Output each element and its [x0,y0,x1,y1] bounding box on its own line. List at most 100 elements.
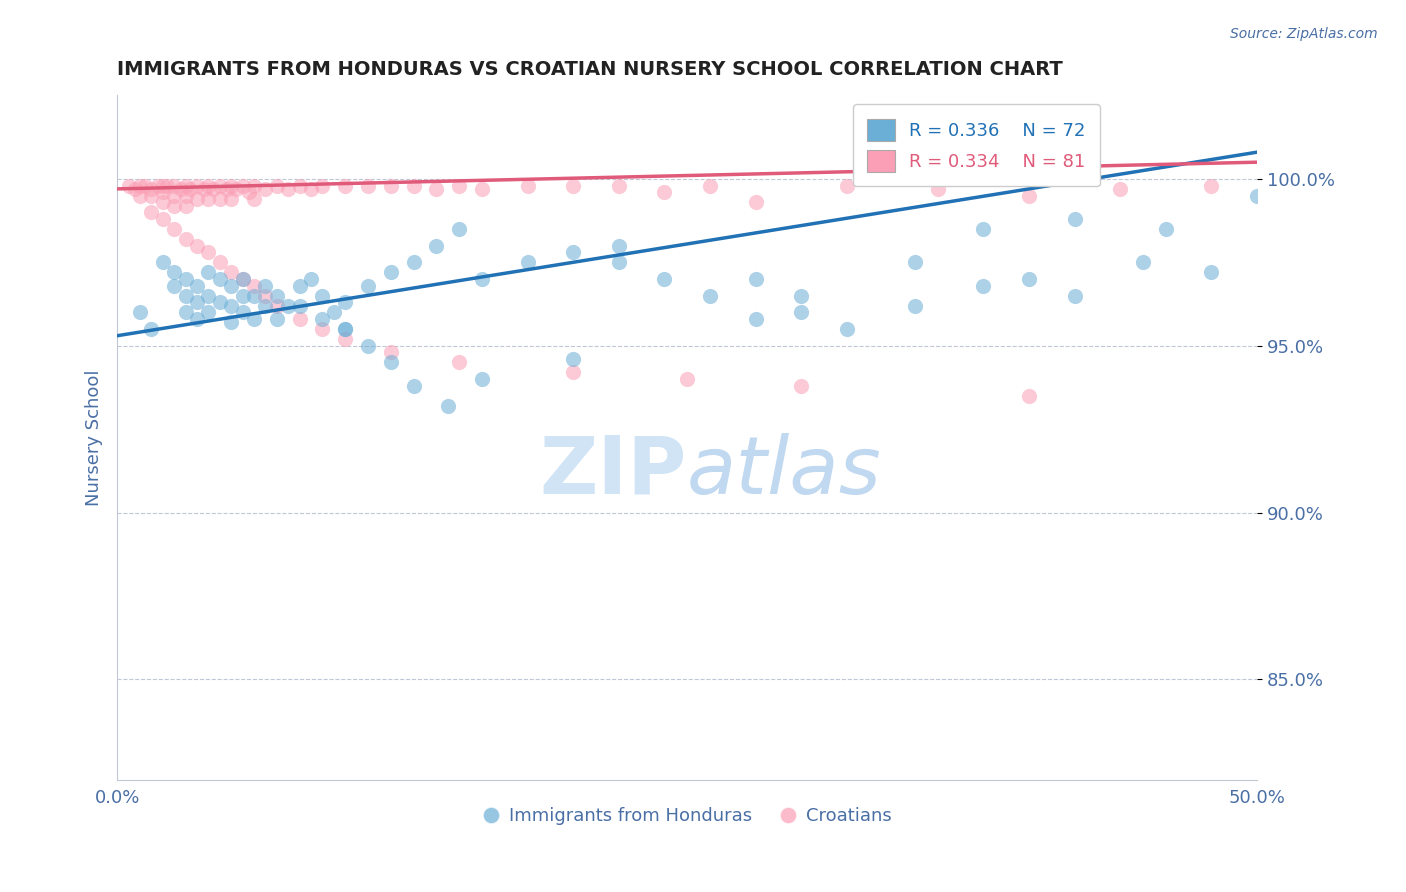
Point [243,312,266,326]
Point [333,322,356,336]
Point [299,182,322,196]
Point [288,299,311,313]
Point [170,182,193,196]
Point [277,182,299,196]
Point [197,265,219,279]
Point [186,178,208,193]
Point [652,272,675,286]
Point [562,245,585,260]
Point [141,322,163,336]
Point [311,322,333,336]
Point [141,205,163,219]
Point [174,188,197,202]
Point [402,255,425,269]
Point [311,312,333,326]
Point [333,178,356,193]
Point [311,288,333,302]
Point [197,288,219,302]
Point [1132,255,1154,269]
Point [254,288,277,302]
Point [243,192,266,206]
Point [156,178,179,193]
Point [163,278,186,293]
Point [243,178,266,193]
Point [266,178,288,193]
Point [333,295,356,310]
Point [174,272,197,286]
Point [219,265,242,279]
Point [186,192,208,206]
Point [744,272,766,286]
Point [141,188,163,202]
Point [471,372,494,386]
Point [277,299,299,313]
Point [174,178,197,193]
Point [1109,182,1132,196]
Point [436,399,458,413]
Point [790,305,813,319]
Point [449,222,471,236]
Point [208,178,231,193]
Point [333,322,356,336]
Point [163,198,186,212]
Point [163,188,186,202]
Point [163,178,186,193]
Point [266,312,288,326]
Point [134,178,156,193]
Point [1201,265,1223,279]
Point [201,182,224,196]
Point [163,222,186,236]
Point [197,178,219,193]
Point [124,182,146,196]
Point [219,299,242,313]
Point [607,178,630,193]
Point [299,272,322,286]
Point [357,178,380,193]
Point [254,182,277,196]
Point [1063,211,1085,226]
Point [927,182,949,196]
Point [174,232,197,246]
Point [562,178,585,193]
Point [208,255,231,269]
Point [744,195,766,210]
Point [904,255,927,269]
Text: IMMIGRANTS FROM HONDURAS VS CROATIAN NURSERY SCHOOL CORRELATION CHART: IMMIGRANTS FROM HONDURAS VS CROATIAN NUR… [117,60,1063,78]
Point [402,178,425,193]
Point [186,238,208,252]
Point [607,255,630,269]
Point [219,278,242,293]
Point [1063,288,1085,302]
Point [562,366,585,380]
Point [219,315,242,329]
Point [1018,188,1040,202]
Point [208,272,231,286]
Point [449,355,471,369]
Point [471,272,494,286]
Point [652,185,675,199]
Point [357,278,380,293]
Point [266,288,288,302]
Point [425,182,447,196]
Point [972,222,994,236]
Point [129,178,152,193]
Point [1018,389,1040,403]
Point [380,355,402,369]
Point [357,339,380,353]
Point [380,265,402,279]
Point [148,178,170,193]
Point [179,182,201,196]
Point [208,192,231,206]
Point [516,255,538,269]
Y-axis label: Nursery School: Nursery School [86,369,103,506]
Point [1201,178,1223,193]
Point [141,182,163,196]
Point [607,238,630,252]
Point [449,178,471,193]
Point [186,312,208,326]
Point [186,278,208,293]
Point [904,299,927,313]
Point [152,185,174,199]
Point [208,295,231,310]
Point [152,255,174,269]
